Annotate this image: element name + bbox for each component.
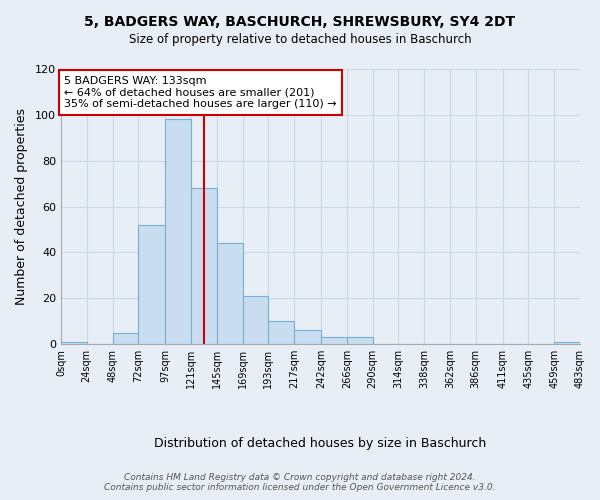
Bar bbox=[242, 296, 268, 344]
Bar bbox=[61, 342, 87, 344]
Bar bbox=[347, 338, 373, 344]
Bar bbox=[165, 120, 191, 344]
X-axis label: Distribution of detached houses by size in Baschurch: Distribution of detached houses by size … bbox=[154, 437, 487, 450]
Bar bbox=[294, 330, 321, 344]
Bar bbox=[139, 225, 165, 344]
Text: 5, BADGERS WAY, BASCHURCH, SHREWSBURY, SY4 2DT: 5, BADGERS WAY, BASCHURCH, SHREWSBURY, S… bbox=[85, 15, 515, 29]
Y-axis label: Number of detached properties: Number of detached properties bbox=[15, 108, 28, 305]
Bar bbox=[191, 188, 217, 344]
Bar bbox=[268, 321, 294, 344]
Text: Size of property relative to detached houses in Baschurch: Size of property relative to detached ho… bbox=[128, 32, 472, 46]
Text: 5 BADGERS WAY: 133sqm
← 64% of detached houses are smaller (201)
35% of semi-det: 5 BADGERS WAY: 133sqm ← 64% of detached … bbox=[64, 76, 337, 109]
Bar bbox=[321, 338, 347, 344]
Text: Contains HM Land Registry data © Crown copyright and database right 2024.
Contai: Contains HM Land Registry data © Crown c… bbox=[104, 473, 496, 492]
Bar bbox=[113, 332, 139, 344]
Bar bbox=[217, 244, 242, 344]
Bar bbox=[554, 342, 580, 344]
